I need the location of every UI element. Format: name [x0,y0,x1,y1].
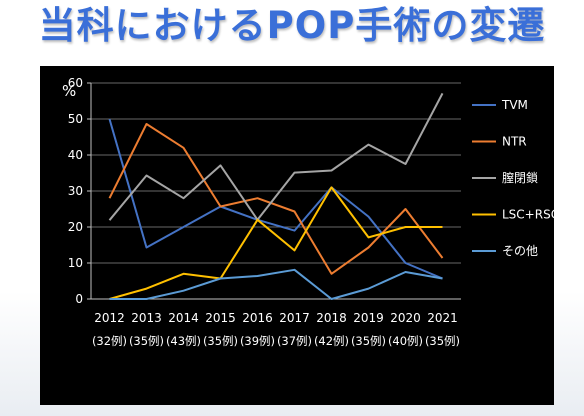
legend-label: TVM [501,98,528,112]
y-tick-label: 10 [68,256,83,270]
legend: TVM NTR 膣閉鎖 LSC+RSC その他 [472,98,559,258]
x-tick-sublabel: (37例) [277,334,312,348]
y-tick-label: 0 [75,292,83,306]
x-tick-labels: 2012 (32例) 2013 (35例) 2014 (43例) 2015 (35例) 2016… [92,311,460,348]
x-tick-sublabel: (40例) [388,334,423,348]
legend-label: LSC+RSC [502,208,554,222]
y-tick-label: 40 [68,148,83,162]
x-tick-sublabel: (35例) [425,334,460,348]
slide-title: 当科におけるPOP手術の変遷 [38,4,546,47]
legend-label: その他 [502,244,538,258]
series-line-2 [108,92,444,221]
x-tick-sublabel: (42例) [314,334,349,348]
x-tick-sublabel: (32例) [92,334,127,348]
y-tick-label: 30 [68,184,83,198]
series-line-0 [108,118,443,280]
x-tick-sublabel: (43例) [166,334,201,348]
series-line-4 [109,268,443,300]
y-tick-label: 20 [68,220,83,234]
x-tick-label: 2016 [242,311,273,325]
x-tick-label: 2017 [279,311,310,325]
legend-label: 膣閉鎖 [502,170,538,185]
x-tick-sublabel: (35例) [129,334,164,348]
chart-panel: 0 10 20 30 40 50 60 2012 (32例) 2013 (35例) 2014 (43例… [40,66,559,405]
x-tick-label: 2019 [353,311,384,325]
x-tick-label: 2018 [316,311,347,325]
x-tick-sublabel: (35例) [203,334,238,348]
x-tick-sublabel: (35例) [351,334,386,348]
series-lines [108,92,444,300]
y-tick-label: 60 [68,76,83,90]
y-tick-label: 50 [68,112,83,126]
x-tick-label: 2012 [94,311,125,325]
series-line-1 [108,123,444,275]
x-tick-sublabel: (39例) [240,334,275,348]
x-tick-label: 2015 [205,311,236,325]
y-axis-unit: % [62,82,76,100]
x-tick-label: 2020 [390,311,421,325]
legend-label: NTR [502,135,527,149]
series-line-3 [109,186,443,300]
axes [87,82,461,300]
line-chart: 0 10 20 30 40 50 60 2012 (32例) 2013 (35例) 2014 (43例… [62,76,559,348]
x-tick-label: 2021 [427,311,458,325]
x-tick-label: 2013 [131,311,162,325]
x-tick-label: 2014 [168,311,199,325]
gridlines [91,82,461,264]
y-tick-labels: 0 10 20 30 40 50 60 [68,76,83,306]
